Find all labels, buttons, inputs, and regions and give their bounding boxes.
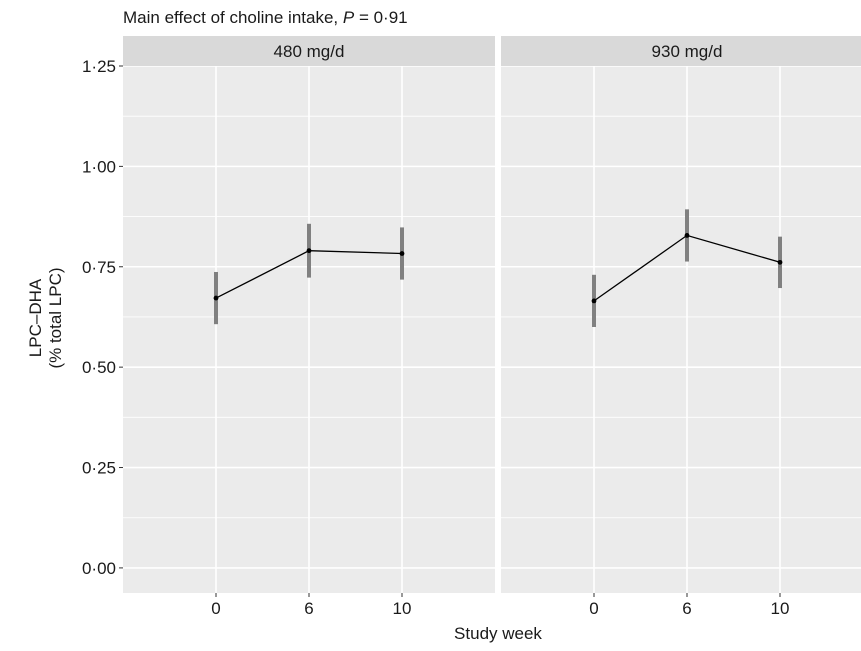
panel-background [501, 66, 861, 593]
y-tick-label: 1·25 [82, 57, 116, 76]
data-point [777, 259, 783, 265]
x-tick-label: 6 [304, 599, 313, 618]
y-axis-title: LPC–DHA (% total LPC) [26, 267, 65, 368]
x-tick-label: 10 [771, 599, 790, 618]
x-axis-title: Study week [454, 624, 542, 643]
x-tick-label: 6 [682, 599, 691, 618]
x-tick-label: 10 [393, 599, 412, 618]
y-tick-label: 0·50 [82, 358, 116, 377]
x-tick-label: 0 [589, 599, 598, 618]
data-point [684, 233, 690, 238]
y-tick-label: 0·00 [82, 559, 116, 578]
chart-title: Main effect of choline intake, P = 0·91 [123, 8, 408, 27]
chart-title-p: P [343, 8, 355, 27]
chart-title-value: = 0·91 [354, 8, 407, 27]
panel-strip-label: 930 mg/d [652, 42, 723, 61]
facet-panel: 480 mg/d 0 6 10 [123, 36, 495, 618]
y-axis-title-line1: LPC–DHA [26, 278, 45, 357]
y-axis-title-line2: (% total LPC) [46, 267, 65, 368]
strip-background [501, 36, 861, 66]
y-tick-label: 0·25 [82, 459, 116, 478]
chart-title-prefix: Main effect of choline intake, [123, 8, 343, 27]
facet-panel: 930 mg/d 0 6 10 [501, 36, 861, 618]
data-point [591, 298, 597, 304]
data-point [306, 248, 312, 254]
x-tick-label: 0 [211, 599, 220, 618]
y-axis: 0·00 0·25 0·50 0·75 1·00 1·25 [82, 57, 123, 578]
y-tick-label: 0·75 [82, 258, 116, 277]
facet-panels: 480 mg/d 0 6 10 930 mg/d 0 6 10 [123, 36, 861, 618]
data-point [399, 251, 405, 256]
strip-background [123, 36, 495, 66]
data-point [213, 295, 219, 301]
panel-strip-label: 480 mg/d [274, 42, 345, 61]
y-tick-label: 1·00 [82, 157, 116, 176]
